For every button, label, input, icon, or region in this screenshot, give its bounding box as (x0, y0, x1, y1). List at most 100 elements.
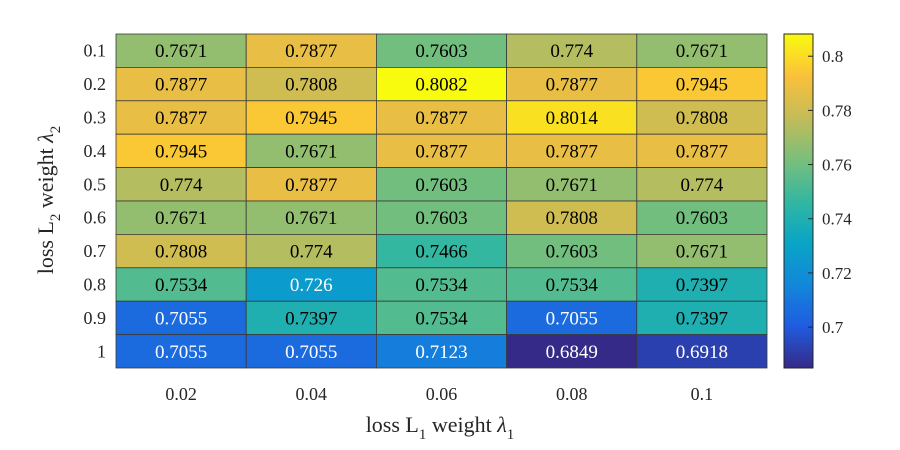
heatmap-cell-label: 0.8082 (415, 75, 467, 96)
heatmap-cell-label: 0.7945 (155, 141, 207, 162)
heatmap-cell (245, 200, 377, 235)
y-axis-label-greek: λ (33, 133, 58, 144)
colorbar (783, 33, 814, 369)
heatmap-cell (636, 100, 768, 135)
heatmap-cell-label: 0.7603 (415, 175, 467, 196)
y-tick-label: 0.7 (84, 241, 107, 261)
y-tick-label: 1 (97, 341, 106, 361)
x-tick-label: 0.04 (296, 384, 328, 404)
x-axis-label-greek-subscript: 1 (507, 427, 515, 443)
heatmap-cell-label: 0.7877 (546, 141, 598, 162)
heatmap-cell (636, 300, 768, 336)
colorbar-tick-label: 0.74 (822, 210, 852, 229)
heatmap-cell (375, 200, 507, 235)
y-axis-label-greek-subscript: 2 (48, 126, 64, 134)
heatmap-cell-label: 0.7055 (546, 308, 598, 329)
heatmap-cell-label: 0.774 (681, 175, 724, 196)
heatmap-cell-label: 0.7123 (415, 342, 467, 363)
heatmap-cell-label: 0.7603 (415, 41, 467, 62)
heatmap-cell-label: 0.7671 (676, 41, 728, 62)
heatmap-cell-label: 0.7603 (676, 208, 728, 229)
heatmap-cell (245, 33, 377, 68)
heatmap-cell (636, 267, 768, 302)
heatmap-cell (115, 67, 247, 102)
colorbar-tick-label: 0.76 (822, 156, 852, 175)
colorbar-tick-label: 0.8 (822, 47, 843, 66)
heatmap-cell (115, 33, 247, 68)
colorbar-ticks: 0.7 0.72 0.74 0.76 0.78 0.8 (808, 47, 852, 337)
heatmap-cell-label: 0.7671 (285, 208, 337, 229)
heatmap-cell-label: 0.7397 (676, 308, 728, 329)
heatmap-cell-label: 0.7671 (546, 175, 598, 196)
heatmap-cell (375, 33, 507, 68)
heatmap-cell (375, 267, 507, 302)
y-tick-label: 0.6 (84, 208, 107, 228)
y-axis-label-mid: weight (33, 143, 58, 214)
y-tick-label: 0.8 (84, 275, 107, 295)
heatmap-cell-label: 0.7603 (546, 242, 598, 263)
heatmap-cell (506, 33, 638, 68)
heatmap-cell-label: 0.774 (160, 175, 203, 196)
heatmap-cell (375, 300, 507, 336)
heatmap-cell (115, 267, 247, 302)
y-tick-label: 0.4 (84, 141, 107, 161)
heatmap-cell (636, 67, 768, 102)
heatmap-cell (115, 334, 247, 369)
heatmap-cell-label: 0.7534 (155, 275, 208, 296)
y-axis-label-base: loss L (33, 221, 58, 274)
heatmap-cell (245, 334, 377, 369)
heatmap-cell (636, 200, 768, 235)
heatmap-cell (506, 334, 638, 369)
heatmap-cell (375, 133, 507, 168)
x-axis-label: loss L1 weight λ1 (366, 412, 515, 443)
heatmap-cell (636, 167, 768, 202)
heatmap-cell-label: 0.7877 (415, 141, 467, 162)
heatmap-cell-label: 0.7808 (546, 208, 598, 229)
heatmap-cell (506, 100, 638, 135)
heatmap-cell (245, 133, 377, 168)
x-tick-label: 0.1 (691, 384, 714, 404)
x-tick-label: 0.02 (165, 384, 197, 404)
x-tick-labels: 0.02 0.04 0.06 0.08 0.1 (165, 384, 713, 404)
heatmap-cell (245, 100, 377, 135)
heatmap-cell-label: 0.774 (290, 242, 333, 263)
heatmap-cell-label: 0.7877 (676, 141, 728, 162)
heatmap-cell-label: 0.6849 (546, 342, 598, 363)
heatmap-cell-label: 0.7877 (415, 108, 467, 129)
heatmap-cell-label: 0.7945 (285, 108, 337, 129)
heatmap-cell-label: 0.7877 (546, 75, 598, 96)
heatmap-cell-label: 0.7877 (155, 75, 207, 96)
heatmap-cell-label: 0.6918 (676, 342, 728, 363)
x-tick-label: 0.06 (426, 384, 458, 404)
x-axis-label-subscript: 1 (419, 427, 427, 443)
heatmap-cell-label: 0.774 (550, 41, 593, 62)
heatmap-cell (245, 167, 377, 202)
heatmap-cell-label: 0.7397 (676, 275, 728, 296)
heatmap-cell (506, 200, 638, 235)
heatmap-cell (636, 334, 768, 369)
heatmap-cell-label: 0.7055 (155, 308, 207, 329)
heatmap-cell (245, 300, 377, 336)
heatmap-cell-label: 0.7671 (285, 141, 337, 162)
heatmap-cell-label: 0.7877 (285, 175, 337, 196)
heatmap-cell (375, 167, 507, 202)
heatmap-cell-label: 0.7534 (546, 275, 599, 296)
y-tick-labels: 0.1 0.2 0.3 0.4 0.5 0.6 0.7 0.8 0.9 1 (84, 41, 107, 362)
heatmap-cell-label: 0.7055 (155, 342, 207, 363)
y-tick-label: 0.2 (84, 74, 107, 94)
heatmap-cell-label: 0.7603 (415, 208, 467, 229)
heatmap-cell-label: 0.7534 (415, 308, 468, 329)
colorbar-tick-label: 0.72 (822, 264, 852, 283)
heatmap-cell (115, 167, 247, 202)
heatmap-cells: 0.7671 0.7877 0.7603 0.774 0.7671 0.7877 0.780… (115, 33, 768, 369)
heatmap-cell-label: 0.7534 (415, 275, 468, 296)
heatmap-cell (375, 67, 507, 102)
heatmap-cell-label: 0.7808 (676, 108, 728, 129)
heatmap-cell (506, 133, 638, 168)
heatmap-cell-label: 0.8014 (546, 108, 599, 129)
y-tick-label: 0.3 (84, 108, 107, 128)
heatmap-cell-label: 0.7808 (155, 242, 207, 263)
heatmap-cell-label: 0.7466 (415, 242, 467, 263)
colorbar-tick-label: 0.78 (822, 101, 852, 120)
